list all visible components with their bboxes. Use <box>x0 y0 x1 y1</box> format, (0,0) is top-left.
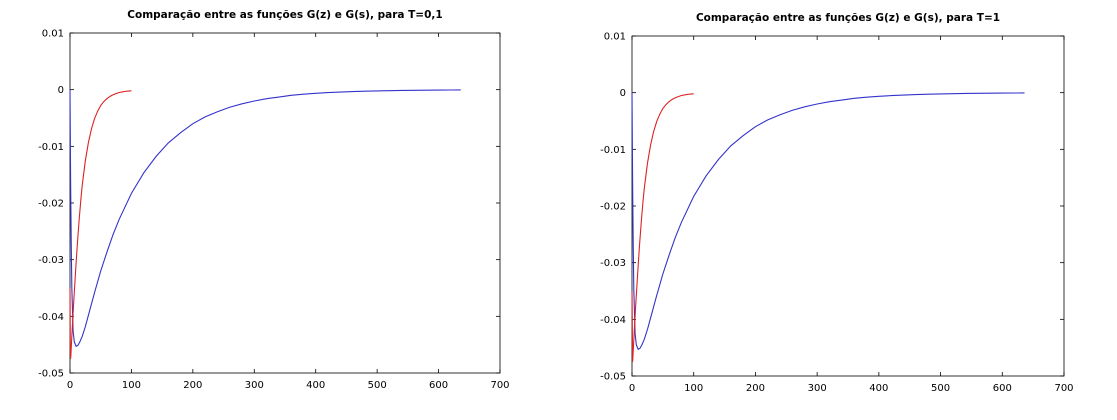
x-tick-label: 100 <box>122 380 141 391</box>
y-tick-label: -0.03 <box>38 255 64 266</box>
series-line-2 <box>631 93 694 362</box>
chart-title: Comparação entre as funções G(z) e G(s),… <box>696 12 1000 24</box>
x-tick-label: 500 <box>368 380 387 391</box>
x-tick-label: 600 <box>429 380 448 391</box>
series-line-2 <box>69 90 132 359</box>
x-tick-label: 700 <box>490 380 509 391</box>
x-tick-label: 300 <box>245 380 264 391</box>
x-tick-label: 700 <box>1054 383 1073 394</box>
y-tick-label: 0.01 <box>42 29 64 40</box>
y-tick-label: 0 <box>58 85 64 96</box>
x-tick-label: 0 <box>67 380 73 391</box>
chart-right: Comparação entre as funções G(z) e G(s),… <box>600 12 1073 394</box>
y-tick-label: -0.01 <box>600 145 626 156</box>
chart-left: Comparação entre as funções G(z) e G(s),… <box>38 9 509 391</box>
x-tick-label: 500 <box>931 383 950 394</box>
y-tick-label: -0.01 <box>38 142 64 153</box>
x-tick-label: 200 <box>746 383 765 394</box>
x-tick-label: 400 <box>869 383 888 394</box>
x-tick-label: 600 <box>993 383 1012 394</box>
y-tick-label: -0.05 <box>38 369 64 380</box>
chart-panel-right: Comparação entre as funções G(z) e G(s),… <box>560 0 1117 420</box>
y-tick-label: -0.04 <box>600 315 626 326</box>
x-tick-label: 200 <box>183 380 202 391</box>
series-line-1 <box>631 92 1025 351</box>
y-tick-label: -0.03 <box>600 258 626 269</box>
x-tick-label: 400 <box>306 380 325 391</box>
chart-title: Comparação entre as funções G(z) e G(s),… <box>127 9 442 21</box>
x-tick-label: 0 <box>629 383 635 394</box>
plot-frame <box>69 32 501 374</box>
y-tick-label: 0 <box>620 88 626 99</box>
plot-frame <box>631 35 1065 377</box>
series-line-1 <box>69 89 461 348</box>
y-tick-label: 0.01 <box>604 32 626 43</box>
y-tick-label: -0.02 <box>38 199 64 210</box>
chart-panel-left: Comparação entre as funções G(z) e G(s),… <box>38 9 509 391</box>
y-tick-label: -0.05 <box>600 372 626 383</box>
x-tick-label: 100 <box>684 383 703 394</box>
y-tick-label: -0.04 <box>38 312 64 323</box>
y-tick-label: -0.02 <box>600 202 626 213</box>
x-tick-label: 300 <box>808 383 827 394</box>
